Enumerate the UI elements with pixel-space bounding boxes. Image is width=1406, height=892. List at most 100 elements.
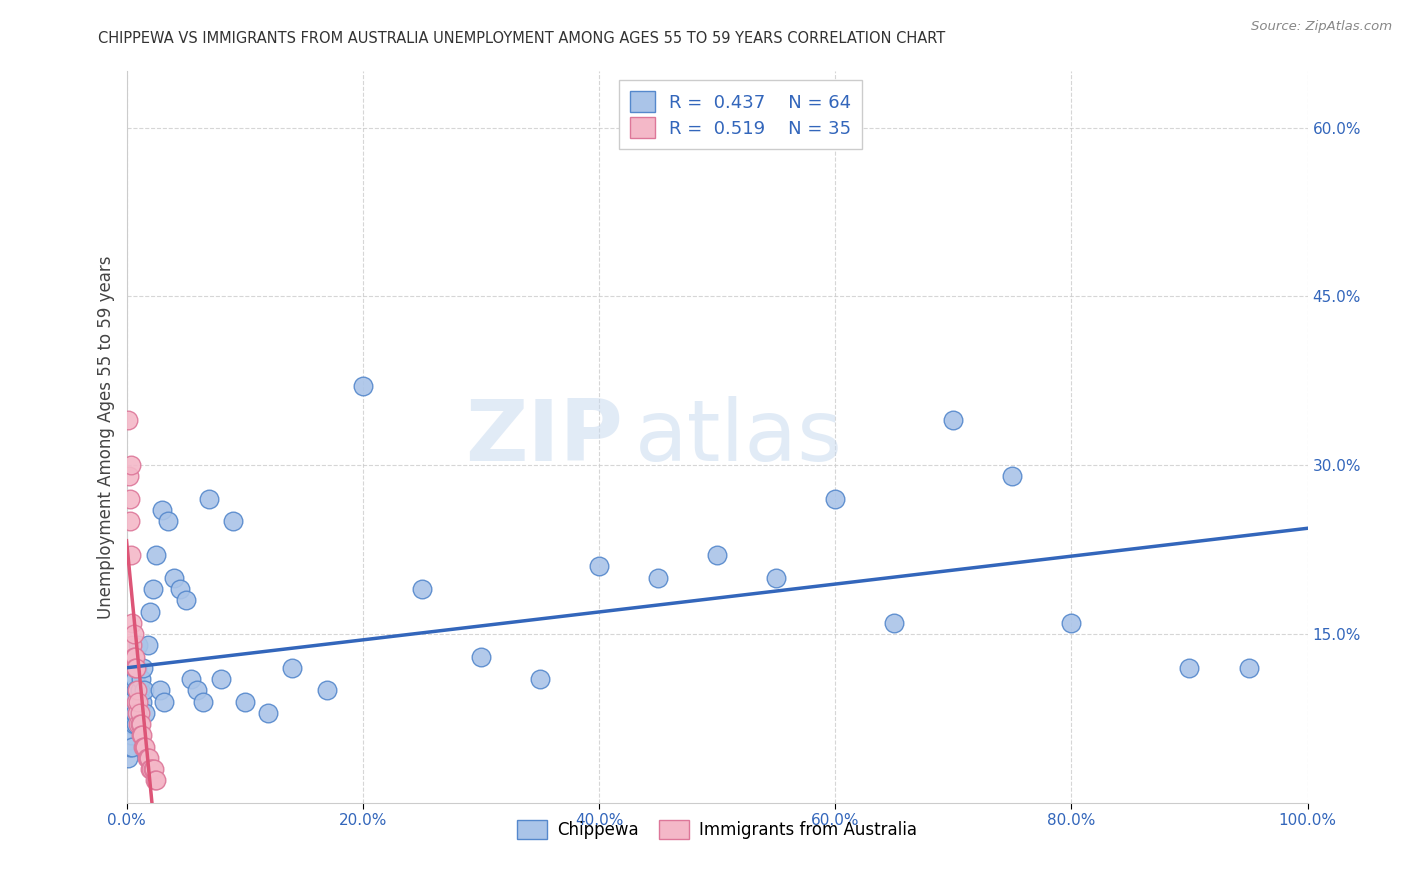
- Y-axis label: Unemployment Among Ages 55 to 59 years: Unemployment Among Ages 55 to 59 years: [97, 255, 115, 619]
- Point: [198, 491, 221, 506]
- Point: [120, 728, 142, 742]
- Point: [129, 717, 152, 731]
- Point: [139, 762, 162, 776]
- Point: [125, 717, 148, 731]
- Point: [125, 683, 148, 698]
- Point: [118, 728, 141, 742]
- Point: [127, 638, 149, 652]
- Point: [141, 762, 163, 776]
- Point: [1001, 469, 1024, 483]
- Point: [136, 751, 159, 765]
- Point: [174, 593, 197, 607]
- Text: atlas: atlas: [634, 395, 842, 479]
- Point: [120, 458, 142, 473]
- Point: [118, 469, 141, 483]
- Point: [470, 649, 492, 664]
- Point: [127, 683, 149, 698]
- Point: [121, 739, 143, 754]
- Point: [131, 728, 153, 742]
- Point: [411, 582, 433, 596]
- Point: [141, 582, 163, 596]
- Point: [125, 661, 148, 675]
- Point: [122, 717, 145, 731]
- Point: [127, 694, 149, 708]
- Point: [1178, 661, 1201, 675]
- Point: [150, 503, 173, 517]
- Point: [127, 717, 149, 731]
- Point: [180, 672, 202, 686]
- Point: [222, 515, 245, 529]
- Point: [156, 515, 179, 529]
- Point: [125, 694, 148, 708]
- Point: [883, 615, 905, 630]
- Point: [134, 706, 156, 720]
- Point: [120, 661, 142, 675]
- Point: [121, 706, 143, 720]
- Point: [942, 413, 965, 427]
- Point: [124, 649, 146, 664]
- Text: Source: ZipAtlas.com: Source: ZipAtlas.com: [1251, 20, 1392, 33]
- Point: [186, 683, 208, 698]
- Legend: Chippewa, Immigrants from Australia: Chippewa, Immigrants from Australia: [510, 814, 924, 846]
- Point: [120, 683, 142, 698]
- Point: [169, 582, 191, 596]
- Point: [120, 717, 142, 731]
- Point: [145, 548, 167, 562]
- Point: [138, 751, 160, 765]
- Point: [145, 773, 167, 788]
- Point: [765, 571, 787, 585]
- Point: [1237, 661, 1260, 675]
- Point: [120, 515, 142, 529]
- Point: [149, 683, 172, 698]
- Point: [131, 694, 153, 708]
- Point: [193, 694, 215, 708]
- Point: [117, 413, 139, 427]
- Point: [209, 672, 232, 686]
- Point: [122, 649, 145, 664]
- Point: [132, 661, 155, 675]
- Point: [647, 571, 669, 585]
- Point: [135, 751, 157, 765]
- Point: [706, 548, 728, 562]
- Point: [129, 728, 152, 742]
- Point: [124, 672, 146, 686]
- Point: [143, 773, 166, 788]
- Point: [120, 739, 142, 754]
- Point: [127, 706, 149, 720]
- Point: [1060, 615, 1083, 630]
- Point: [121, 615, 143, 630]
- Point: [117, 751, 139, 765]
- Point: [128, 706, 150, 720]
- Point: [163, 571, 186, 585]
- Point: [352, 379, 374, 393]
- Point: [124, 706, 146, 720]
- Point: [122, 649, 145, 664]
- Point: [257, 706, 280, 720]
- Point: [124, 661, 146, 675]
- Point: [136, 638, 159, 652]
- Point: [134, 739, 156, 754]
- Point: [134, 739, 156, 754]
- Point: [121, 638, 143, 652]
- Point: [139, 605, 162, 619]
- Point: [127, 661, 149, 675]
- Point: [121, 672, 143, 686]
- Point: [529, 672, 551, 686]
- Point: [316, 683, 339, 698]
- Point: [128, 717, 150, 731]
- Point: [153, 694, 176, 708]
- Point: [127, 694, 149, 708]
- Point: [127, 706, 149, 720]
- Point: [118, 706, 141, 720]
- Point: [122, 627, 145, 641]
- Text: CHIPPEWA VS IMMIGRANTS FROM AUSTRALIA UNEMPLOYMENT AMONG AGES 55 TO 59 YEARS COR: CHIPPEWA VS IMMIGRANTS FROM AUSTRALIA UN…: [98, 31, 946, 46]
- Point: [120, 548, 142, 562]
- Point: [141, 762, 163, 776]
- Point: [132, 739, 155, 754]
- Point: [128, 683, 150, 698]
- Point: [129, 672, 152, 686]
- Point: [142, 762, 165, 776]
- Point: [120, 491, 142, 506]
- Point: [233, 694, 256, 708]
- Point: [134, 683, 156, 698]
